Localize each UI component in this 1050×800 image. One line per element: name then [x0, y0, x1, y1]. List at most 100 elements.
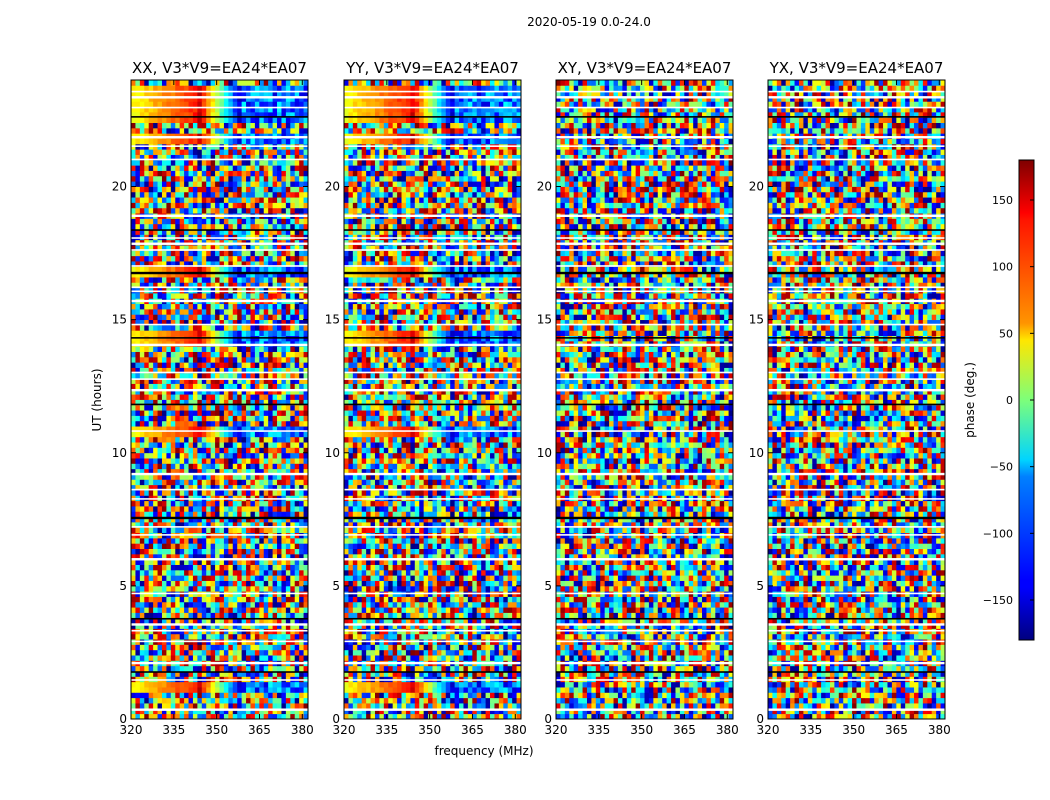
- phase-cell: [184, 511, 189, 518]
- phase-cell: [206, 362, 212, 368]
- phase-cell: [237, 388, 243, 395]
- phase-cell: [157, 665, 163, 672]
- phase-cell: [241, 543, 247, 549]
- phase-cell: [285, 175, 291, 182]
- phase-cell: [131, 474, 136, 480]
- phase-cell: [254, 122, 260, 129]
- phase-cell: [184, 506, 189, 512]
- phase-cell: [153, 293, 158, 299]
- phase-cell: [281, 516, 287, 523]
- phase-cell: [303, 463, 309, 470]
- phase-cell: [210, 165, 216, 171]
- phase-cell: [263, 463, 269, 470]
- phase-cell: [303, 703, 309, 709]
- phase-cell: [144, 229, 150, 235]
- phase-cell: [241, 314, 247, 321]
- phase-cell: [277, 85, 282, 92]
- phase-cell: [277, 80, 282, 86]
- phase-cell: [290, 346, 296, 352]
- phase-cell: [179, 447, 185, 454]
- phase-cell: [170, 351, 176, 358]
- phase-cell: [210, 623, 216, 629]
- phase-cell: [206, 548, 212, 555]
- phase-cell: [281, 95, 287, 102]
- phase-cell: [131, 191, 136, 198]
- phase-cell: [263, 191, 269, 198]
- phase-cell: [215, 468, 220, 475]
- phase-cell: [210, 649, 216, 656]
- phase-cell: [285, 596, 291, 603]
- phase-cell: [161, 356, 167, 363]
- phase-cell: [290, 293, 296, 299]
- phase-cell: [397, 708, 402, 715]
- phase-cell: [148, 80, 154, 86]
- phase-cell: [223, 543, 229, 549]
- phase-cell: [263, 303, 269, 310]
- phase-cell: [232, 490, 238, 496]
- phase-cell: [237, 383, 243, 390]
- phase-cell: [144, 644, 150, 651]
- phase-cell: [206, 649, 212, 656]
- phase-cell: [206, 426, 212, 432]
- phase-cell: [268, 671, 273, 677]
- phase-cell: [219, 442, 225, 448]
- phase-cell: [153, 383, 158, 390]
- phase-cell: [237, 351, 243, 358]
- phase-cell: [184, 490, 189, 496]
- phase-cell: [206, 559, 212, 565]
- phase-cell: [135, 159, 141, 166]
- phase-cell: [135, 458, 141, 464]
- phase-cell: [272, 293, 278, 299]
- phase-cell: [166, 149, 172, 155]
- phase-cell: [148, 351, 154, 358]
- phase-cell: [250, 506, 256, 512]
- phase-cell: [259, 207, 265, 214]
- phase-cell: [223, 229, 229, 235]
- phase-cell: [170, 623, 176, 629]
- phase-cell: [445, 713, 451, 720]
- phase-cell: [237, 655, 243, 661]
- phase-cell: [197, 527, 203, 534]
- phase-cell: [290, 255, 296, 262]
- phase-cell: [170, 559, 176, 565]
- phase-cell: [299, 623, 304, 629]
- phase-cell: [232, 362, 238, 368]
- phase-cell: [277, 127, 282, 134]
- phase-cell: [201, 447, 207, 454]
- phase-cell: [139, 399, 145, 406]
- phase-cell: [219, 372, 225, 379]
- phase-cell: [272, 388, 278, 395]
- phase-cell: [161, 346, 167, 352]
- phase-cell: [135, 255, 141, 262]
- phase-cell: [219, 575, 225, 581]
- phase-cell: [188, 324, 194, 331]
- phase-cell: [263, 553, 269, 560]
- phase-cell: [277, 447, 282, 454]
- phase-cell: [184, 420, 189, 427]
- phase-cell: [223, 271, 229, 278]
- phase-cell: [219, 596, 225, 603]
- phase-cell: [219, 692, 225, 699]
- phase-cell: [206, 207, 212, 214]
- phase-cell: [139, 106, 145, 113]
- phase-cell: [250, 585, 256, 592]
- phase-cell: [148, 612, 154, 619]
- phase-cell: [188, 165, 194, 171]
- phase-cell: [259, 649, 265, 656]
- phase-cell: [272, 431, 278, 438]
- phase-cell: [281, 80, 287, 86]
- phase-cell: [254, 250, 260, 257]
- phase-cell: [237, 330, 243, 336]
- phase-cell: [135, 612, 141, 619]
- phase-cell: [259, 95, 265, 102]
- phase-cell: [228, 80, 234, 86]
- phase-cell: [237, 346, 243, 352]
- phase-cell: [254, 330, 260, 336]
- phase-cell: [148, 223, 154, 230]
- phase-cell: [299, 106, 304, 113]
- phase-cell: [303, 362, 309, 368]
- phase-cell: [223, 644, 229, 651]
- phase-cell: [303, 415, 309, 422]
- phase-cell: [192, 229, 198, 235]
- phase-cell: [166, 681, 172, 688]
